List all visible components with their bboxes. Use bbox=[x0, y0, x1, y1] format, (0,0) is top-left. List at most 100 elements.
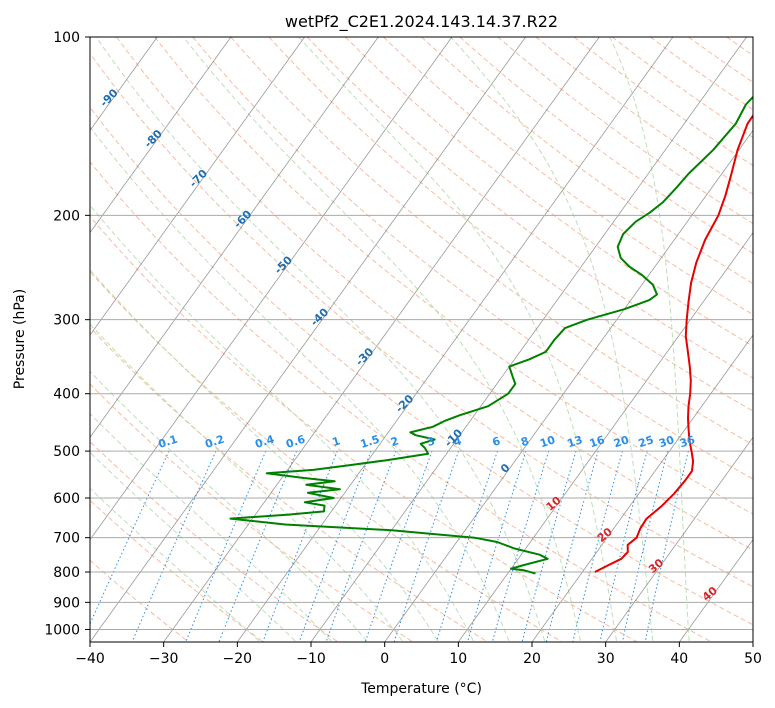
y-tick-label: 500 bbox=[53, 444, 80, 460]
dry-adiabat-line bbox=[421, 37, 753, 285]
dry-adiabat-line bbox=[90, 52, 753, 588]
dry-adiabat-line bbox=[268, 37, 753, 412]
isotherm-line bbox=[90, 37, 526, 642]
axis-ticks: −40 −30 −20 −10 0 10 20 30 40 5010020030040050060… bbox=[44, 30, 762, 667]
grid-lines bbox=[90, 37, 753, 642]
mixing-ratio-line bbox=[393, 450, 460, 642]
y-tick-label: 600 bbox=[53, 491, 80, 507]
dry-adiabat-line bbox=[573, 37, 753, 167]
mixing-ratio-label: 0.2 bbox=[203, 433, 226, 451]
mixing-ratio-line bbox=[644, 450, 689, 642]
x-tick-label: −40 bbox=[75, 651, 105, 667]
mixing-ratio-label: 20 bbox=[612, 433, 631, 450]
y-tick-label: 200 bbox=[53, 208, 80, 224]
x-tick-label: 10 bbox=[449, 651, 467, 667]
moist-adiabat-line bbox=[450, 37, 654, 641]
y-tick-label: 1000 bbox=[44, 622, 80, 638]
isotherm-line bbox=[605, 436, 753, 642]
mixing-ratio-line bbox=[599, 450, 648, 642]
isotherm-line bbox=[90, 37, 379, 439]
mixing-ratio-line bbox=[572, 450, 623, 642]
mixing-ratio-label: 30 bbox=[657, 433, 676, 450]
y-axis-title: Pressure (hPa) bbox=[12, 289, 28, 389]
sounding-series bbox=[229, 95, 753, 575]
x-tick-label: 50 bbox=[744, 651, 762, 667]
dewpoint-line bbox=[229, 95, 753, 575]
mixing-ratio-line bbox=[491, 450, 550, 642]
isotherm-line bbox=[310, 37, 747, 642]
dry-adiabat-line bbox=[90, 326, 488, 642]
moist-adiabat-line bbox=[90, 370, 367, 642]
moist-adiabat-line bbox=[95, 37, 546, 641]
dry-adiabat-line bbox=[116, 37, 753, 551]
isotherm-line bbox=[237, 37, 674, 642]
mixing-ratio-line bbox=[521, 450, 577, 642]
isotherm-line bbox=[90, 37, 305, 336]
y-tick-label: 900 bbox=[53, 595, 80, 611]
mixing-ratio-label: 10 bbox=[538, 433, 557, 450]
temperature-line bbox=[594, 113, 753, 573]
mixing-ratio-label: 2 bbox=[389, 434, 400, 449]
dry-adiabat-line bbox=[90, 499, 264, 642]
mixing-ratio-label: 6 bbox=[491, 434, 503, 449]
isotherm-line bbox=[679, 539, 753, 642]
moist-adiabat-line bbox=[90, 412, 332, 642]
moist-adiabat-line bbox=[90, 323, 403, 642]
dry-adiabat-line bbox=[230, 37, 753, 446]
x-tick-label: 40 bbox=[670, 651, 688, 667]
dry-adiabat-line bbox=[90, 106, 753, 626]
moist-adiabat-line bbox=[90, 204, 474, 642]
dry-adiabat-line bbox=[90, 270, 563, 642]
mixing-ratio-label: 25 bbox=[637, 433, 656, 450]
plot-frame bbox=[89, 36, 754, 643]
isotherm-line bbox=[531, 334, 753, 642]
dry-adiabat-line bbox=[90, 161, 712, 642]
mixing-ratio-line bbox=[621, 450, 669, 642]
moist-adiabat-line bbox=[183, 37, 581, 641]
mixing-ratio-label: 4 bbox=[452, 434, 464, 449]
chart-title: wetPf2_C2E1.2024.143.14.37.R22 bbox=[285, 12, 558, 32]
dry-adiabat-line bbox=[154, 37, 753, 515]
x-tick-label: 20 bbox=[523, 651, 541, 667]
dry-adiabat-line bbox=[344, 37, 753, 347]
x-tick-label: −10 bbox=[296, 651, 326, 667]
y-tick-label: 300 bbox=[53, 313, 80, 329]
x-tick-label: −30 bbox=[149, 651, 179, 667]
isotherm-line bbox=[90, 37, 453, 541]
y-tick-label: 700 bbox=[53, 531, 80, 547]
x-tick-label: 30 bbox=[597, 651, 615, 667]
dry-adiabat-line bbox=[192, 37, 753, 480]
mixing-ratio-line bbox=[90, 450, 170, 625]
x-axis-title: Temperature (°C) bbox=[360, 681, 482, 697]
mixing-ratio-label: 0.4 bbox=[253, 432, 276, 450]
moist-adiabat-line bbox=[90, 126, 510, 641]
y-tick-label: 800 bbox=[53, 565, 80, 581]
dry-adiabat-line bbox=[497, 37, 753, 225]
x-tick-label: −20 bbox=[223, 651, 253, 667]
mixing-ratio-label: 3 bbox=[425, 434, 436, 449]
dry-adiabat-line bbox=[90, 215, 638, 642]
dry-adiabat-line bbox=[306, 37, 753, 379]
mixing-ratio-line bbox=[467, 450, 527, 642]
x-tick-label: 0 bbox=[380, 651, 389, 667]
dry-adiabat-line bbox=[383, 37, 753, 316]
isotherm-line bbox=[384, 129, 753, 642]
isotherm-line bbox=[163, 37, 600, 642]
y-tick-label: 100 bbox=[53, 30, 80, 46]
mixing-ratio-label: 0.1 bbox=[157, 433, 180, 451]
mixing-ratio-label: 1 bbox=[331, 434, 342, 449]
mixing-ratio-label: 8 bbox=[519, 434, 530, 449]
isotherm-line bbox=[90, 37, 232, 234]
mixing-ratio-line bbox=[364, 450, 433, 642]
mixing-ratio-line bbox=[545, 450, 599, 642]
mixing-ratio-label: 1.5 bbox=[359, 433, 382, 451]
mixing-ratio-line bbox=[435, 450, 498, 642]
mixing-ratio-line bbox=[131, 450, 217, 642]
mixing-ratio-label: 16 bbox=[588, 433, 607, 450]
mixing-ratio-label: 0.6 bbox=[284, 432, 307, 450]
y-tick-label: 400 bbox=[53, 387, 80, 403]
mixing-ratio-label: 13 bbox=[566, 433, 585, 450]
isotherm-line bbox=[458, 232, 753, 642]
mixing-ratio-label: 36 bbox=[678, 433, 697, 450]
